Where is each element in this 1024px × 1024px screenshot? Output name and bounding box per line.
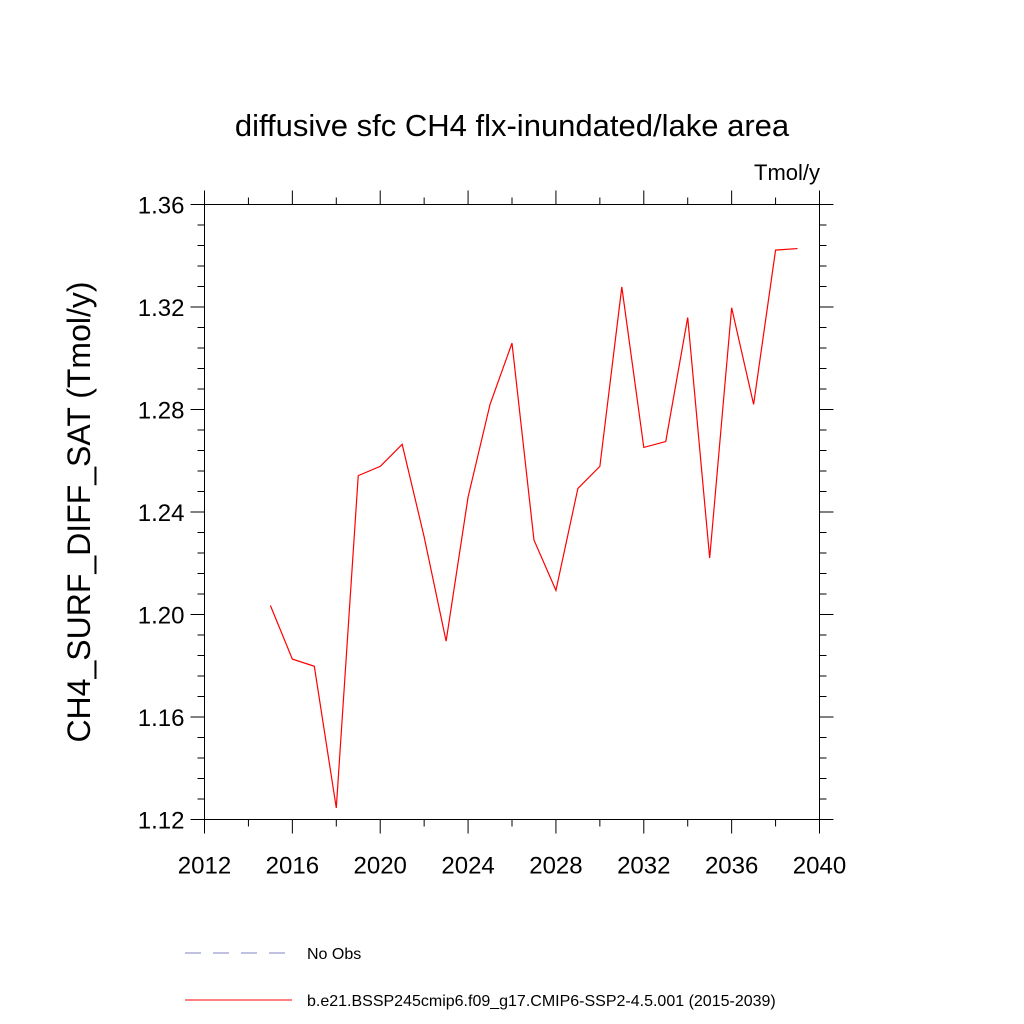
legend-label-model-run: b.e21.BSSP245cmip6.f09_g17.CMIP6-SSP2-4.… (307, 993, 776, 1010)
y-tick-label: 1.24 (138, 500, 185, 527)
y-tick-label: 1.20 (138, 603, 185, 630)
series-line (269, 247, 798, 809)
legend-label-no-obs: No Obs (307, 946, 361, 963)
y-tick-label: 1.28 (138, 398, 185, 425)
y-tick-label: 1.12 (138, 808, 185, 835)
units-label: Tmol/y (754, 160, 820, 185)
x-tick-label: 2040 (793, 853, 846, 880)
legend: No Obs b.e21.BSSP245cmip6.f09_g17.CMIP6-… (185, 946, 776, 1010)
x-tick-label: 2032 (617, 853, 670, 880)
y-tick-label: 1.32 (138, 295, 185, 322)
plot-frame (204, 204, 820, 820)
axis-ticks (190, 190, 834, 834)
chart-title: diffusive sfc CH4 flx-inundated/lake are… (235, 108, 790, 143)
tick-labels: 2012 2016 2020 2024 2028 2032 2036 2040 1.12 1.16… (138, 193, 846, 880)
y-tick-label: 1.36 (138, 193, 185, 220)
y-tick-label: 1.16 (138, 705, 185, 732)
x-tick-label: 2036 (705, 853, 758, 880)
x-tick-label: 2012 (178, 853, 231, 880)
series-group (269, 247, 798, 809)
x-tick-label: 2020 (354, 853, 407, 880)
y-axis-label: CH4_SURF_DIFF_SAT (Tmol/y) (61, 281, 97, 742)
x-tick-label: 2016 (266, 853, 319, 880)
x-tick-label: 2028 (529, 853, 582, 880)
x-tick-label: 2024 (441, 853, 494, 880)
